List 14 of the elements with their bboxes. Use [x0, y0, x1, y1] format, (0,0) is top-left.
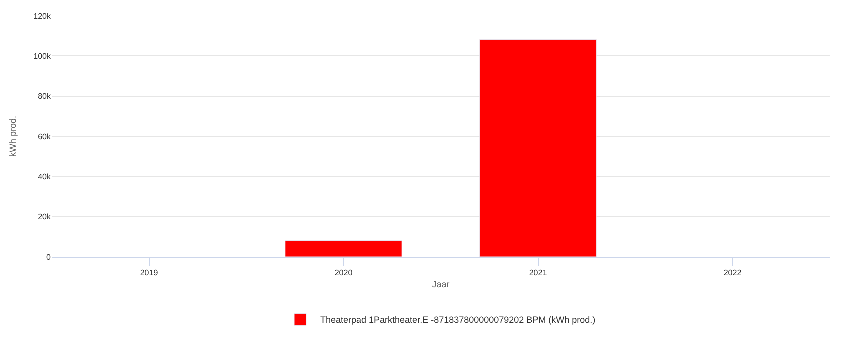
y-axis-title: kWh prod. — [8, 116, 18, 158]
y-tick-label: 80k — [38, 92, 52, 102]
y-tick-label: 0 — [46, 252, 52, 262]
x-tick-label: 2019 — [140, 268, 159, 278]
y-tick-label: 60k — [38, 132, 52, 142]
x-tick-label: 2022 — [724, 268, 742, 278]
legend-label: Theaterpad 1Parktheater.E -871837800000079202 BPM (kWh prod.) — [320, 315, 596, 326]
y-tick-label: 20k — [38, 212, 52, 222]
y-tick-label: 40k — [38, 172, 52, 182]
x-tick-label: 2021 — [529, 268, 548, 278]
x-tick-label: 2020 — [334, 268, 354, 278]
y-tick-label: 120k — [34, 12, 52, 21]
x-axis-title: Jaar — [432, 279, 450, 290]
y-tick-label: 100k — [34, 52, 52, 61]
